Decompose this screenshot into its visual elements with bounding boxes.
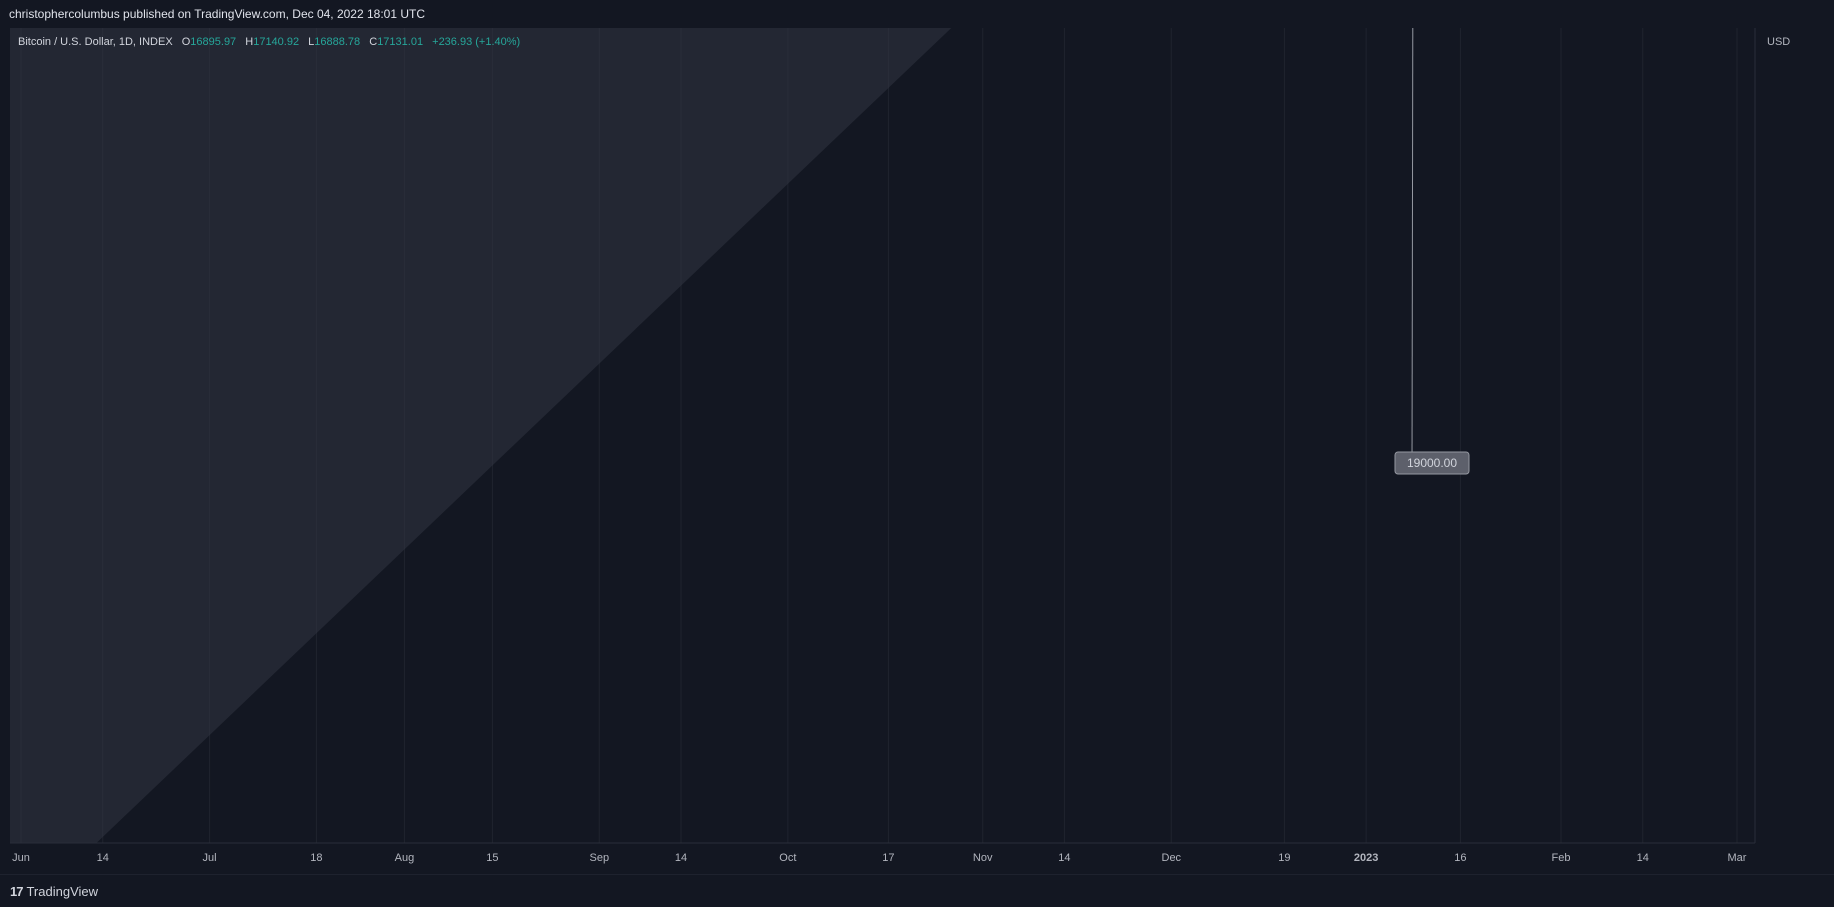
close-label: C xyxy=(369,36,378,48)
logo-mark: 17 xyxy=(10,884,24,899)
currency-label: USD xyxy=(1767,36,1790,48)
time-tick-label: 14 xyxy=(1637,852,1649,864)
open-label: O xyxy=(181,36,191,48)
time-tick-label: 15 xyxy=(486,852,498,864)
time-tick-label: Jul xyxy=(203,852,217,864)
time-tick-label: Jun xyxy=(12,852,30,864)
high-label: H xyxy=(245,36,254,48)
close-value: 17131.01 xyxy=(377,36,424,48)
brand-name: TradingView xyxy=(26,884,99,899)
footer-bar: 17 TradingView xyxy=(0,875,1834,907)
low-label: L xyxy=(308,36,315,48)
price-callout-box xyxy=(1394,451,1470,475)
time-tick-label: 14 xyxy=(97,852,109,864)
time-tick-label: Mar xyxy=(1728,852,1747,864)
publisher-header: christophercolumbus published on Trading… xyxy=(0,0,1834,28)
time-axis-background xyxy=(0,843,1834,875)
change-value: +236.93 (+1.40%) xyxy=(432,36,521,48)
time-tick-label: 18 xyxy=(310,852,322,864)
high-value: 17140.92 xyxy=(253,36,300,48)
time-tick-label: Nov xyxy=(973,852,993,864)
open-value: 16895.97 xyxy=(190,36,237,48)
time-tick-label: 2023 xyxy=(1354,852,1378,864)
tradingview-logo[interactable]: 17 TradingView xyxy=(10,884,98,899)
price-callout-text: 19000.00 xyxy=(1407,456,1457,470)
low-value: 16888.78 xyxy=(314,36,361,48)
publisher-line: christophercolumbus published on Trading… xyxy=(9,7,426,21)
callout-pointer xyxy=(1411,0,1414,473)
time-tick-label: Oct xyxy=(779,852,796,864)
time-tick-label: 19 xyxy=(1278,852,1290,864)
symbol-title: Bitcoin / U.S. Dollar, 1D, INDEX xyxy=(18,36,173,48)
channel-fill xyxy=(10,0,1755,843)
time-tick-label: 17 xyxy=(882,852,894,864)
time-tick-label: Aug xyxy=(395,852,415,864)
time-tick-label: 14 xyxy=(1058,852,1070,864)
time-tick-label: Feb xyxy=(1552,852,1571,864)
time-tick-label: Dec xyxy=(1162,852,1182,864)
ohlc-legend: Bitcoin / U.S. Dollar, 1D, INDEX O16895.… xyxy=(18,36,520,48)
time-tick-label: 14 xyxy=(675,852,687,864)
time-tick-label: Sep xyxy=(589,852,609,864)
time-tick-label: 16 xyxy=(1454,852,1466,864)
price-axis-background xyxy=(1755,27,1834,873)
